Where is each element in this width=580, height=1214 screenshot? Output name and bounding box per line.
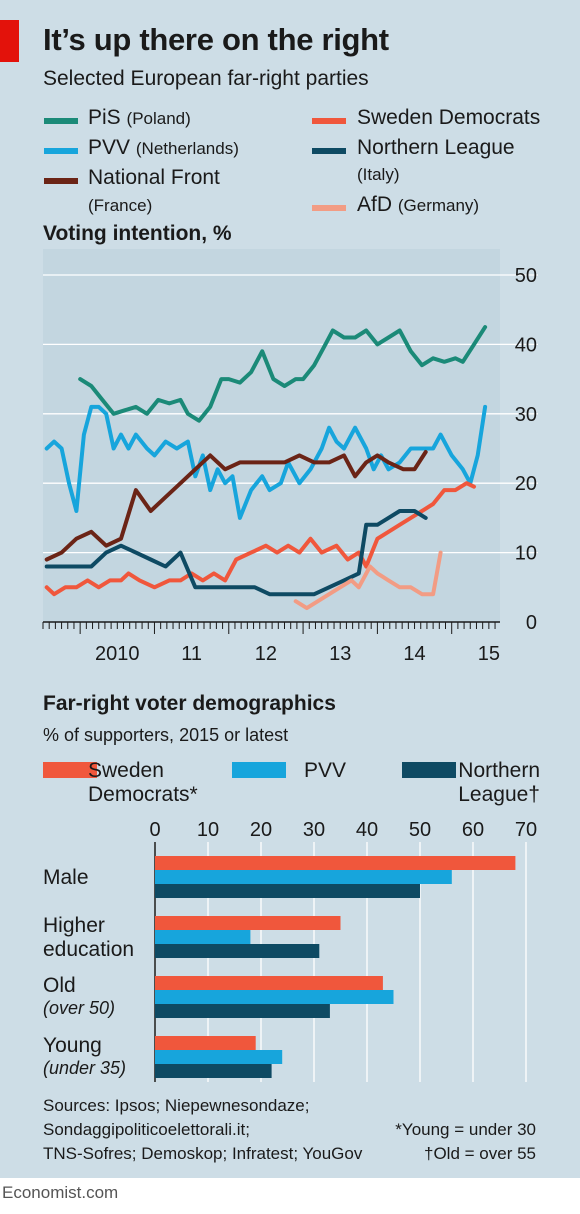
bar-1-2 <box>155 944 320 958</box>
category-label-higher-education: Higher education <box>43 914 135 961</box>
x-tick-label: 0 <box>149 819 160 841</box>
bar-0-0 <box>155 856 516 870</box>
chart-title: It’s up there on the right <box>43 22 389 57</box>
legend-label: PiS <box>88 106 121 129</box>
legend-note: (Italy) <box>357 165 400 184</box>
x-tick-label: 40 <box>356 819 378 841</box>
x-tick-label: 20 <box>250 819 272 841</box>
y-tick-label: 20 <box>515 473 537 495</box>
series-line-northern-league <box>44 509 428 597</box>
bar-chart: 0 10 20 30 40 50 60 70 <box>149 819 537 1082</box>
series-line-sweden-democrats <box>44 481 476 597</box>
legend-swatch <box>312 205 346 211</box>
bar-legend-swatch <box>43 762 97 778</box>
sources-line: TNS-Sofres; Demoskop; Infratest; YouGov <box>43 1144 363 1163</box>
bar-legend-label: Northern League† <box>458 759 540 806</box>
legend-note: (Poland) <box>126 109 191 128</box>
line-chart-title: Voting intention, % <box>43 222 232 245</box>
footnote-young: *Young = under 30 <box>395 1120 536 1139</box>
bar-2-2 <box>155 1004 330 1018</box>
y-tick-label: 30 <box>515 404 537 426</box>
x-tick-label: 10 <box>197 819 219 841</box>
footnote-old: †Old = over 55 <box>424 1144 536 1163</box>
sources-line: Sondaggipoliticoelettorali.it; <box>43 1120 250 1139</box>
bar-2-0 <box>155 976 383 990</box>
bar-chart-title: Far-right voter demographics <box>43 692 336 715</box>
category-note-young: (under 35) <box>43 1058 127 1078</box>
sources-line: Sources: Ipsos; Niepewnesondaze; <box>43 1096 310 1115</box>
y-tick-label: 10 <box>515 543 537 565</box>
legend-swatch <box>44 178 78 184</box>
x-tick-label: 30 <box>303 819 325 841</box>
bar-3-0 <box>155 1036 256 1050</box>
legend-note: (Netherlands) <box>135 139 239 158</box>
bar-1-0 <box>155 916 341 930</box>
y-tick-label: 0 <box>526 612 537 634</box>
legend-swatch <box>44 118 78 124</box>
bar-2-1 <box>155 990 394 1004</box>
bar-3-2 <box>155 1064 272 1078</box>
bar-1-1 <box>155 930 251 944</box>
bar-legend-label: Sweden Democrats* <box>88 759 198 806</box>
category-label-male: Male <box>43 866 89 889</box>
footnotes: *Young = under 30 †Old = over 55 <box>395 1118 536 1166</box>
legend-swatch <box>312 118 346 124</box>
bar-legend-swatch <box>402 762 456 778</box>
category-label-old: Old <box>43 974 76 997</box>
bar-3-1 <box>155 1050 283 1064</box>
y-tick-label: 40 <box>515 334 537 356</box>
sources-note: Sources: Ipsos; Niepewnesondaze; Sondagg… <box>43 1094 362 1166</box>
x-tick-label: 50 <box>409 819 431 841</box>
red-tab-logo <box>0 20 19 62</box>
legend-label: National Front <box>88 166 220 189</box>
bar-legend-swatch <box>232 762 286 778</box>
x-tick-label: 70 <box>515 819 537 841</box>
legend-label: AfD <box>357 193 393 216</box>
bar-0-1 <box>155 870 452 884</box>
series-line-pis <box>78 325 488 423</box>
chart-subtitle: Selected European far-right parties <box>43 67 369 90</box>
series-line-pvv <box>44 404 488 520</box>
bar-chart-subtitle: % of supporters, 2015 or latest <box>43 725 289 745</box>
x-tick-label: 60 <box>462 819 484 841</box>
bar-0-2 <box>155 884 420 898</box>
legend-swatch <box>44 148 78 154</box>
series-line-national-front <box>44 450 428 562</box>
x-tick-label: 12 <box>255 643 277 665</box>
legend-swatch <box>312 148 346 154</box>
category-label-young: Young <box>43 1034 102 1057</box>
category-note-old: (over 50) <box>43 998 116 1018</box>
x-tick-label: 14 <box>403 643 425 665</box>
legend-note: (France) <box>88 196 153 215</box>
bar-legend-label: PVV <box>304 759 347 782</box>
brand-label: Economist.com <box>2 1183 119 1202</box>
x-tick-label: 13 <box>329 643 351 665</box>
legend-label: PVV <box>88 136 131 159</box>
x-tick-label: 2010 <box>95 643 140 665</box>
x-tick-label: 15 <box>478 643 500 665</box>
series-line-afd <box>293 550 443 611</box>
x-tick-label: 11 <box>181 643 202 665</box>
legend-label: Northern League <box>357 136 515 159</box>
legend-note: (Germany) <box>397 196 480 215</box>
legend-label: Sweden Democrats <box>357 106 541 129</box>
y-tick-label: 50 <box>515 265 537 287</box>
